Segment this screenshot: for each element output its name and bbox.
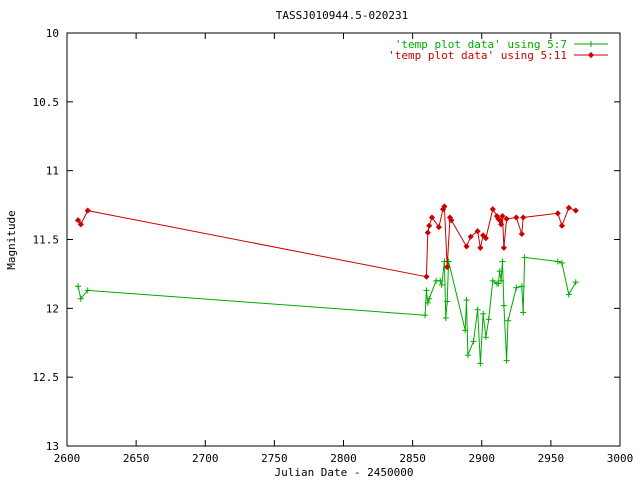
data-point [498,221,505,228]
data-point [444,298,451,305]
data-point [474,228,481,235]
data-point [463,297,470,304]
data-point [558,222,566,229]
x-tick-label: 2750 [261,452,288,465]
legend: 'temp plot data' using 5:7'temp plot dat… [388,38,608,62]
data-point [426,295,433,302]
x-tick-label: 2950 [538,452,565,465]
data-point [485,316,492,323]
data-point [498,277,505,284]
data-point [448,217,455,224]
data-point [424,229,431,236]
data-point [423,273,430,280]
data-point [480,310,487,317]
y-axis: 10 10.5 11 11.5 12 12.5 13 [33,27,620,453]
data-point [520,309,527,316]
series-line [77,204,576,278]
data-point [482,334,489,341]
legend-label: 'temp plot data' using 5:7 [395,38,567,51]
data-point [513,214,520,221]
data-point [565,204,572,211]
data-point [424,299,431,306]
data-point [587,51,595,59]
y-tick-label: 12.5 [33,371,60,384]
y-tick-label: 11 [46,165,59,178]
data-point [554,210,561,217]
y-tick-label: 11.5 [33,234,60,247]
data-point [499,258,506,265]
data-point [477,360,484,367]
data-point [518,283,525,290]
x-tick-label: 2850 [399,452,426,465]
data-point [438,281,445,288]
data-point [74,217,82,224]
legend-sample [574,41,608,47]
data-point [572,207,579,214]
data-point [444,263,451,271]
data-point [558,259,565,266]
data-point [462,327,469,334]
data-point [77,221,84,228]
data-point [518,230,525,238]
data-point [441,203,448,210]
x-tick-label: 2800 [330,452,357,465]
data-point [428,214,436,221]
data-point [435,224,442,231]
data-point [495,280,502,287]
data-point [84,207,91,214]
data-point [84,287,91,294]
data-point [521,254,528,261]
data-point [426,222,433,229]
data-point [75,283,82,290]
y-tick-label: 13 [46,440,59,453]
y-axis-label: Magnitude [5,210,18,270]
y-tick-label: 12 [46,302,59,315]
x-tick-label: 3000 [607,452,634,465]
x-tick-label: 2650 [123,452,150,465]
data-point [463,243,470,250]
y-tick-label: 10.5 [33,96,60,109]
series-line [77,256,577,364]
x-axis-label: Julian Date - 2450000 [274,466,413,479]
data-point [503,357,510,364]
data-point [464,352,471,359]
data-point [442,314,449,321]
data-point [588,41,594,47]
legend-label: 'temp plot data' using 5:11 [388,49,567,62]
legend-sample [574,51,608,59]
x-tick-label: 2900 [469,452,496,465]
data-point [422,312,429,319]
data-point [482,235,489,242]
x-axis: 2600 2650 2700 2750 2800 2850 2900 2950 3000 [54,33,634,465]
data-point [437,277,444,284]
data-point [513,284,520,291]
chart-title: TASSJ010944.5-020231 [276,9,408,22]
data-point [77,295,84,302]
data-point [572,279,579,286]
data-point [565,291,572,298]
y-tick-label: 10 [46,27,59,40]
data-point [470,338,477,345]
data-point [477,244,484,251]
data-point [467,233,474,240]
data-point [423,287,430,294]
x-tick-label: 2600 [54,452,81,465]
series-layer [74,203,579,367]
data-point [489,206,496,213]
series-2 [74,203,579,280]
data-point [554,258,561,265]
data-point [500,302,507,309]
series-1 [75,254,579,367]
data-point [499,213,506,220]
data-point [474,306,481,313]
data-point [503,215,510,222]
data-point [496,268,503,275]
data-point [500,244,507,251]
data-point [505,317,512,324]
x-tick-label: 2700 [192,452,219,465]
data-point [489,277,496,284]
data-point [520,214,527,221]
